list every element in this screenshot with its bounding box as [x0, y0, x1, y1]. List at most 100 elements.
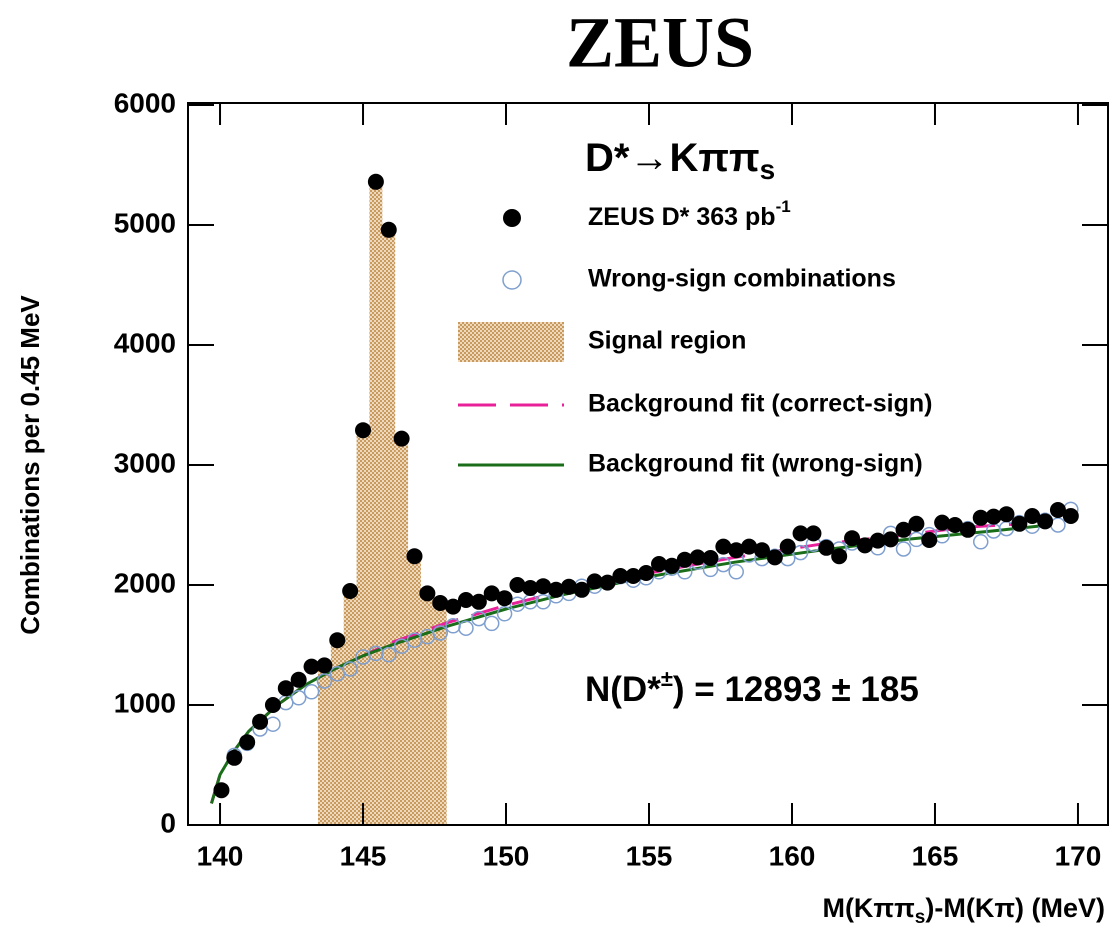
x-label-rest: )-M(Kπ) (MeV) [925, 893, 1105, 923]
data-point [239, 734, 256, 751]
data-point [689, 549, 706, 566]
data-point [972, 534, 989, 550]
data-point [676, 551, 693, 568]
data-point [728, 542, 745, 559]
data-point [458, 620, 474, 636]
data-point [393, 638, 410, 654]
data-point [599, 574, 616, 591]
data-point [856, 537, 873, 554]
data-point [419, 585, 436, 602]
data-point [265, 716, 281, 732]
header-sub: s [760, 154, 776, 185]
x-tick-label: 140 [197, 840, 244, 871]
data-point [342, 583, 359, 599]
legend-label: Wrong-sign combinations [588, 265, 896, 293]
data-point [226, 749, 243, 766]
signal-bar [408, 556, 421, 825]
signal-bar [433, 603, 447, 825]
x-tick-label: 160 [769, 840, 816, 871]
data-point [381, 646, 397, 663]
data-point [406, 548, 423, 565]
legend-marker [458, 322, 564, 362]
data-point [882, 531, 899, 548]
y-tick-label: 5000 [114, 207, 176, 238]
data-point [560, 578, 577, 595]
data-point [483, 585, 500, 602]
signal-bar [369, 181, 383, 826]
data-point [303, 658, 320, 675]
data-point [702, 550, 719, 566]
data-point [252, 713, 269, 730]
x-label-text: M(Kππ [822, 893, 914, 923]
data-point [972, 509, 989, 526]
data-point [753, 542, 770, 559]
data-point [818, 539, 835, 556]
data-point [869, 532, 886, 549]
annotation: N(D*±) = 12893 ± 185 [585, 666, 919, 709]
data-point [470, 593, 487, 610]
data-point [844, 530, 861, 547]
y-tick-label: 3000 [114, 447, 176, 478]
chart-title: ZEUS [566, 3, 754, 83]
y-tick-label: 1000 [114, 687, 176, 718]
data-point [213, 782, 230, 799]
data-point [805, 525, 822, 542]
data-point [947, 517, 964, 533]
header: D*→Kππs [585, 136, 775, 186]
annotation-rest: ) = 12893 ± 185 [673, 670, 919, 709]
data-point [612, 568, 629, 584]
data-point [573, 581, 590, 598]
x-tick-label: 155 [626, 840, 673, 871]
legend-label-text: ZEUS D* 363 pb [588, 203, 776, 231]
data-point [792, 525, 809, 542]
data-point [741, 538, 758, 555]
data-point [316, 657, 333, 674]
data-point [483, 615, 500, 632]
data-point [934, 514, 951, 531]
data-point [586, 573, 603, 590]
data-point [393, 430, 410, 447]
data-point [342, 661, 358, 677]
x-label-sub: s [915, 907, 926, 928]
data-point [432, 595, 449, 611]
data-point [548, 581, 565, 598]
data-point [329, 632, 346, 649]
data-point [908, 515, 925, 532]
data-point [651, 556, 668, 572]
data-point [1011, 515, 1028, 532]
y-tick-label: 4000 [114, 327, 176, 358]
data-point [985, 508, 1002, 525]
data-point [998, 506, 1015, 523]
data-point [496, 606, 513, 622]
data-point [445, 598, 462, 615]
data-point [368, 645, 384, 662]
data-point [792, 544, 809, 561]
x-tick-label: 170 [1055, 840, 1102, 871]
data-point [1024, 508, 1041, 524]
data-point [895, 521, 912, 538]
legend-label: Signal region [588, 327, 746, 355]
data-point [522, 580, 539, 596]
data-point [715, 556, 732, 573]
data-point [1049, 502, 1066, 518]
header-text: D*→Kππ [585, 136, 760, 180]
data-point [625, 568, 642, 584]
data-point [779, 538, 796, 555]
y-tick-label: 6000 [114, 87, 176, 118]
x-tick-label: 145 [340, 840, 387, 871]
data-point [290, 690, 307, 706]
data-point [303, 684, 320, 700]
signal-bar [382, 229, 396, 826]
data-point [663, 557, 680, 574]
signal-bar [317, 665, 331, 825]
signal-bar [395, 438, 409, 825]
data-point [277, 680, 294, 697]
data-point [535, 578, 552, 595]
legend-label-sup: -1 [776, 197, 791, 216]
data-point [728, 564, 744, 580]
data-point [1050, 517, 1066, 533]
data-point [457, 592, 474, 608]
data-point [290, 671, 307, 688]
annotation-sup: ± [661, 666, 673, 691]
